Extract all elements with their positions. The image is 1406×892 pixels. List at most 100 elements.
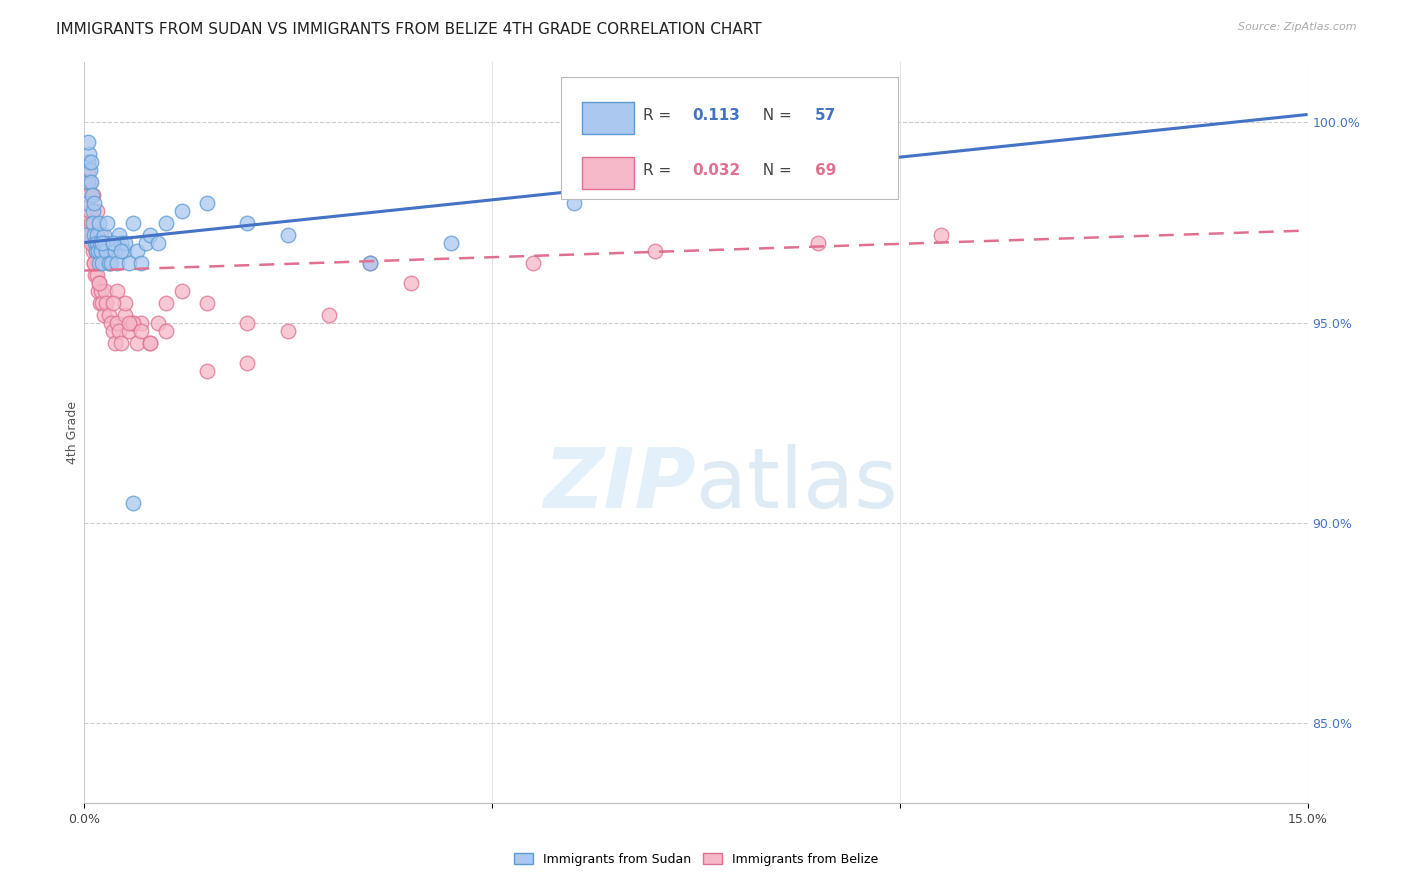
- Point: [87, 284, 110, 298]
- Point: [131, 255, 153, 269]
- Text: Source: ZipAtlas.com: Source: ZipAtlas.com: [1239, 22, 1357, 32]
- Point: [101, 324, 124, 338]
- Point: [195, 363, 218, 377]
- Point: [76, 176, 98, 190]
- Point: [195, 195, 218, 210]
- Bar: [582, 157, 634, 189]
- Point: [359, 255, 381, 269]
- Point: [107, 227, 129, 242]
- Point: [82, 215, 104, 229]
- Point: [195, 295, 218, 310]
- Point: [82, 203, 104, 218]
- Point: [318, 308, 340, 322]
- Point: [146, 316, 169, 330]
- Point: [83, 255, 105, 269]
- Point: [86, 268, 108, 282]
- Point: [80, 215, 103, 229]
- Point: [97, 255, 120, 269]
- Point: [87, 276, 110, 290]
- Point: [155, 215, 177, 229]
- Point: [522, 255, 544, 269]
- Point: [277, 227, 299, 242]
- Point: [277, 324, 299, 338]
- Point: [104, 244, 127, 258]
- Point: [82, 235, 104, 250]
- Point: [86, 203, 108, 218]
- Point: [90, 227, 112, 242]
- Text: 69: 69: [814, 163, 837, 178]
- Point: [118, 324, 141, 338]
- Point: [83, 255, 105, 269]
- Y-axis label: 4th Grade: 4th Grade: [66, 401, 79, 464]
- Point: [138, 227, 160, 242]
- Point: [90, 244, 112, 258]
- Point: [93, 284, 115, 298]
- Point: [101, 295, 124, 310]
- Point: [77, 155, 100, 169]
- Point: [77, 187, 100, 202]
- Point: [84, 268, 107, 282]
- Text: N =: N =: [754, 108, 797, 123]
- Point: [172, 203, 194, 218]
- Point: [135, 235, 157, 250]
- Point: [97, 308, 120, 322]
- Point: [96, 295, 118, 310]
- Bar: [582, 102, 634, 134]
- Point: [929, 227, 952, 242]
- Point: [172, 284, 194, 298]
- Point: [90, 284, 112, 298]
- Point: [84, 244, 107, 258]
- Point: [236, 355, 259, 369]
- Point: [155, 324, 177, 338]
- Point: [807, 235, 830, 250]
- Point: [236, 215, 259, 229]
- Point: [77, 147, 100, 161]
- Point: [93, 235, 115, 250]
- Point: [79, 163, 101, 178]
- Point: [127, 335, 149, 350]
- Point: [89, 235, 111, 250]
- Point: [101, 235, 124, 250]
- Point: [114, 308, 136, 322]
- Point: [87, 244, 110, 258]
- Point: [122, 215, 145, 229]
- Text: R =: R =: [644, 163, 676, 178]
- Text: R =: R =: [644, 108, 676, 123]
- Point: [84, 244, 107, 258]
- Point: [80, 187, 103, 202]
- Point: [76, 195, 98, 210]
- Point: [77, 155, 100, 169]
- Point: [75, 215, 97, 229]
- Text: atlas: atlas: [696, 444, 897, 525]
- Point: [114, 295, 136, 310]
- Point: [118, 316, 141, 330]
- Point: [82, 244, 104, 258]
- Point: [110, 235, 132, 250]
- Text: IMMIGRANTS FROM SUDAN VS IMMIGRANTS FROM BELIZE 4TH GRADE CORRELATION CHART: IMMIGRANTS FROM SUDAN VS IMMIGRANTS FROM…: [56, 22, 762, 37]
- Point: [359, 255, 381, 269]
- Point: [82, 187, 104, 202]
- Point: [80, 235, 103, 250]
- Point: [79, 176, 101, 190]
- Point: [138, 335, 160, 350]
- Point: [80, 227, 103, 242]
- Point: [93, 244, 115, 258]
- Point: [105, 316, 128, 330]
- Point: [155, 295, 177, 310]
- Point: [138, 335, 160, 350]
- Point: [127, 244, 149, 258]
- Point: [91, 295, 114, 310]
- Point: [87, 276, 110, 290]
- Point: [75, 227, 97, 242]
- Point: [86, 235, 108, 250]
- Point: [122, 496, 145, 510]
- Point: [101, 235, 124, 250]
- Point: [97, 255, 120, 269]
- Point: [83, 227, 105, 242]
- Point: [76, 176, 98, 190]
- Point: [80, 155, 103, 169]
- Text: N =: N =: [754, 163, 797, 178]
- Point: [440, 235, 463, 250]
- Text: 0.032: 0.032: [692, 163, 741, 178]
- Point: [87, 255, 110, 269]
